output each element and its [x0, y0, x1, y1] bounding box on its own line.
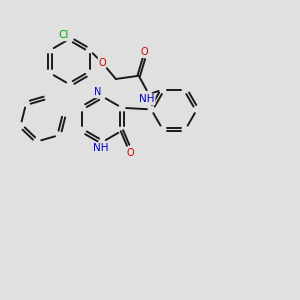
Text: O: O — [127, 148, 135, 158]
Text: NH: NH — [139, 94, 155, 104]
Text: O: O — [98, 58, 106, 68]
Text: N: N — [94, 87, 102, 98]
Text: Cl: Cl — [58, 31, 68, 40]
Text: O: O — [141, 47, 148, 57]
Text: NH: NH — [93, 143, 108, 153]
